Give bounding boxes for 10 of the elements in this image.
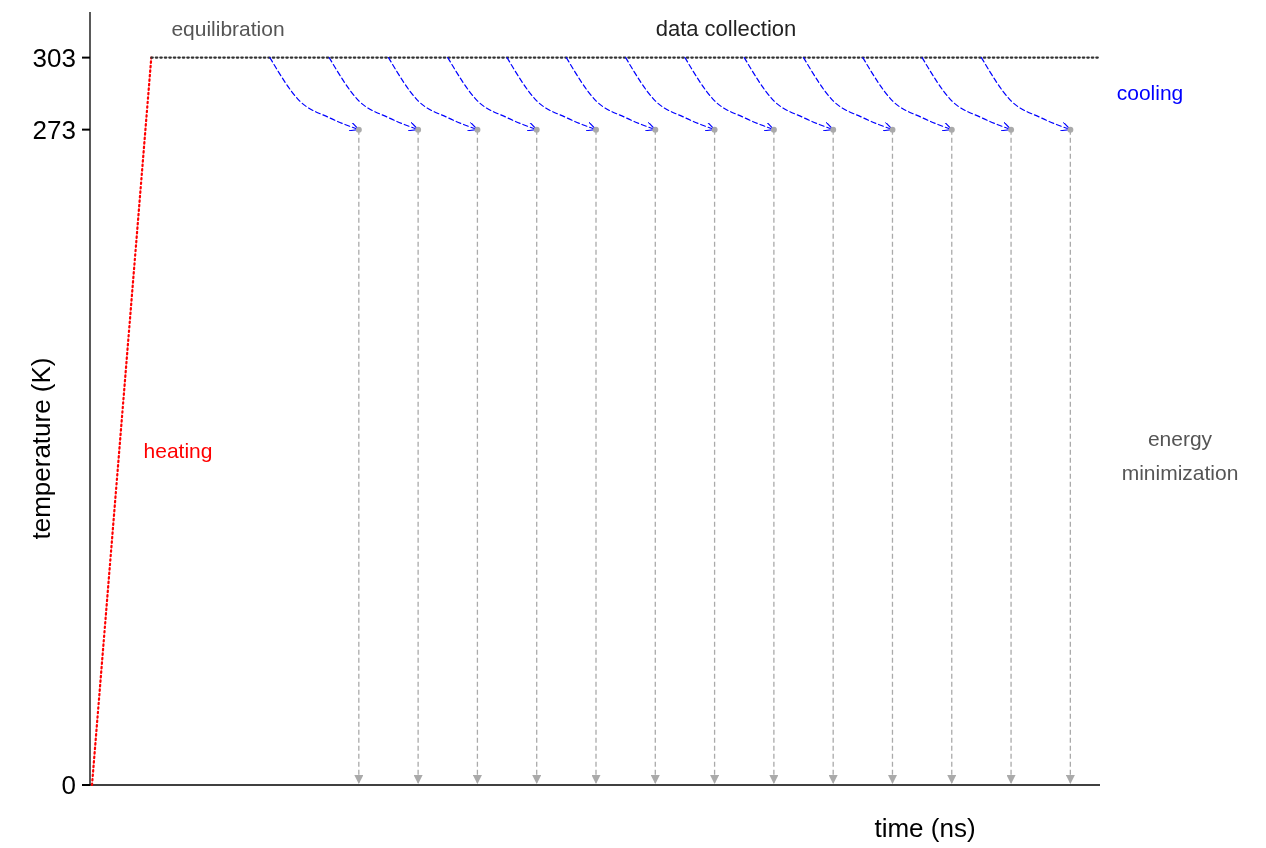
annotation: data collection [655, 16, 797, 41]
annotation: equilibration [171, 17, 285, 40]
text: energy minimization [1121, 427, 1239, 484]
y-axis-title: temperature (K) [26, 357, 56, 540]
x-axis-title: time (ns) [874, 813, 976, 843]
y-tick-label: 0 [61, 770, 76, 801]
y-tick-label: 303 [32, 42, 76, 73]
y-tick-label: 273 [32, 114, 76, 145]
text: cooling [1116, 81, 1184, 104]
annotation: heating [143, 439, 213, 462]
